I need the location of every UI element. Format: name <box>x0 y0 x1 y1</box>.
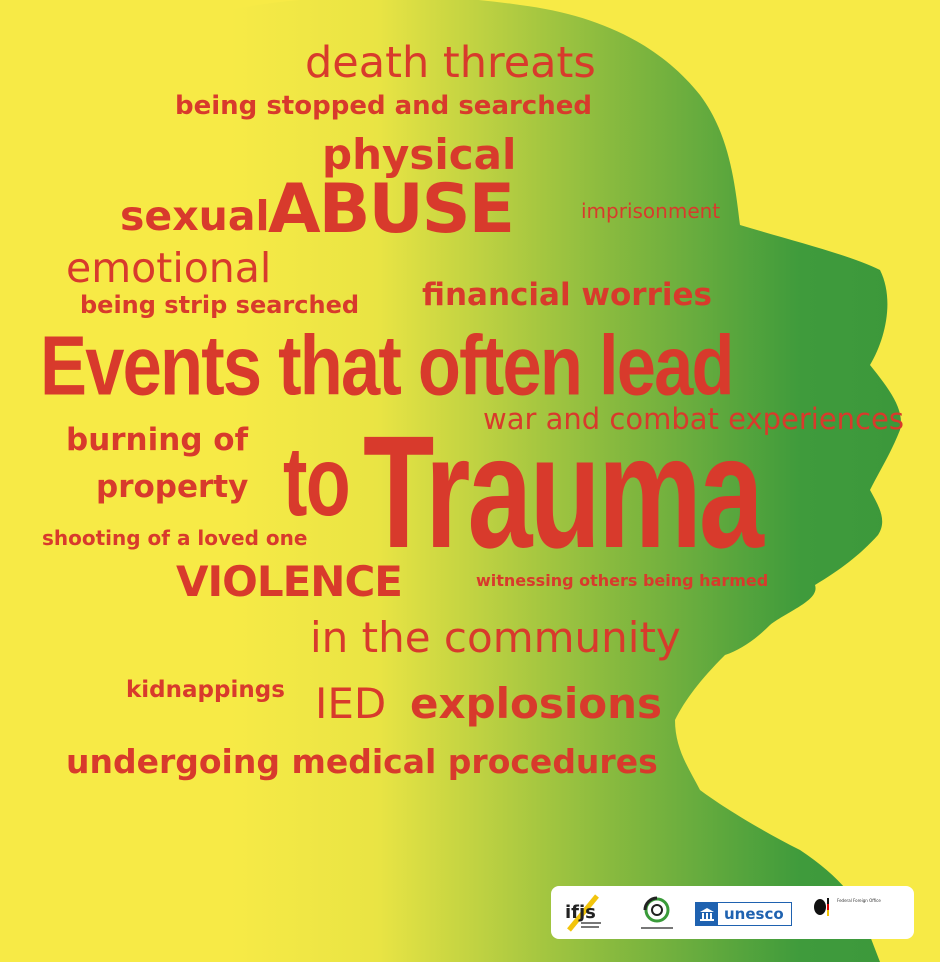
word-imprisonment: imprisonment <box>581 199 721 223</box>
assoc-logo-icon <box>641 896 673 929</box>
word-witnessing-others-being-harmed: witnessing others being harmed <box>476 571 769 590</box>
word-physical: physical <box>322 130 517 179</box>
unesco-label: unesco <box>724 905 784 923</box>
word-abuse: ABUSE <box>268 170 515 249</box>
federal-foreign-office-label: Federal Foreign Office <box>837 898 881 903</box>
word-shooting-of-a-loved-one: shooting of a loved one <box>42 526 308 550</box>
word-emotional: emotional <box>66 244 272 292</box>
partner-logos-bar: ifjs unesco Federal Foreign Office <box>551 886 914 939</box>
word-ied: IED <box>315 679 387 728</box>
word-property: property <box>96 469 249 505</box>
svg-text:ifjs: ifjs <box>565 902 596 923</box>
unesco-temple-icon <box>696 903 718 925</box>
word-undergoing-medical-procedures: undergoing medical procedures <box>66 742 658 781</box>
word-being-stopped-and-searched: being stopped and searched <box>175 91 592 121</box>
word-kidnappings: kidnappings <box>126 677 285 703</box>
word-violence: VIOLENCE <box>176 557 403 606</box>
word-events-that-often-lead: Events that often lead <box>40 318 735 413</box>
word-sexual: sexual <box>120 192 270 240</box>
unesco-logo: unesco <box>695 902 792 926</box>
word-burning-of: burning of <box>66 422 249 458</box>
head-profile-shape <box>230 0 901 962</box>
word-financial-worries: financial worries <box>422 277 712 313</box>
word-explosions: explosions <box>410 679 663 728</box>
word-in-the-community: in the community <box>310 613 681 662</box>
word-death-threats: death threats <box>305 38 596 88</box>
word-trauma: Trauma <box>363 402 764 581</box>
word-being-strip-searched: being strip searched <box>80 291 360 319</box>
peace-org-logo-icon: ifjs <box>565 894 601 932</box>
word-to: to <box>283 425 351 536</box>
word-war-and-combat-experiences: war and combat experiences <box>483 402 904 436</box>
german-eagle-icon <box>814 898 829 916</box>
